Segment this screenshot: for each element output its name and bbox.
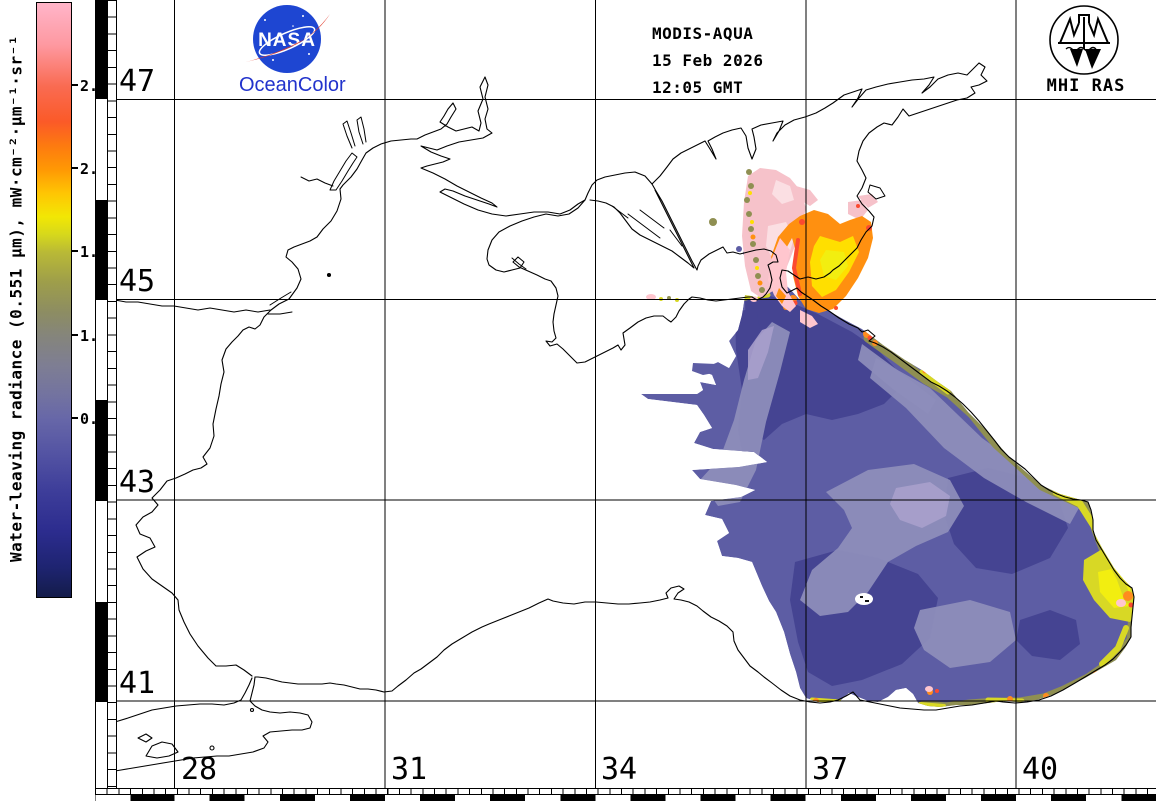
acquisition-date: 15 Feb 2026 [652, 51, 764, 70]
sensor-name: MODIS-AQUA [652, 24, 754, 43]
detached-data-specks [646, 218, 747, 375]
nasa-orbit-ellipse [258, 26, 316, 56]
colorbar-tick [72, 417, 78, 419]
colorbar-tick [72, 84, 78, 86]
lat-label-45: 45 [119, 264, 156, 299]
lon-label-28: 28 [181, 752, 218, 787]
longitude-minor-ticks [95, 789, 1156, 795]
mhi-ras-emblem [1058, 14, 1110, 52]
acquisition-time: 12:05 GMT [652, 78, 744, 97]
lon-label-31: 31 [391, 752, 428, 787]
longitude-degree-blocks [95, 795, 1156, 801]
lon-label-34: 34 [601, 752, 638, 787]
latitude-minor-ticks [108, 0, 116, 788]
lon-label-40: 40 [1022, 752, 1059, 787]
mhi-ras-wordmark: MHI RAS [1046, 76, 1126, 96]
azov-data [742, 168, 878, 328]
nasa-insignia-circle [253, 5, 321, 73]
colorbar-gradient [37, 3, 71, 597]
colorbar-tick [72, 334, 78, 336]
nasa-logo: NASA [246, 5, 330, 73]
colorbar-tick [72, 167, 78, 169]
oceancolor-wordmark: OceanColor [239, 74, 346, 96]
colorbar-tick [72, 250, 78, 252]
lat-label-43: 43 [119, 465, 156, 500]
mhi-ras-logo [1049, 5, 1119, 75]
acquisition-info: MODIS-AQUA 15 Feb 2026 12:05 GMT [652, 20, 763, 101]
radiance-data-layer [641, 168, 1134, 707]
rivers [114, 116, 886, 315]
lat-label-47: 47 [119, 64, 156, 99]
lat-label-41: 41 [119, 666, 156, 701]
colorbar [36, 2, 72, 598]
latitude-degree-blocks [96, 0, 108, 788]
grid-lines [115, 0, 1156, 788]
latitude-border-band [95, 0, 117, 788]
nasa-wordmark: NASA [258, 30, 316, 51]
longitude-border-band [95, 788, 1156, 801]
lon-label-37: 37 [812, 752, 849, 787]
snake-island [326, 272, 332, 278]
coastline [114, 62, 1135, 772]
